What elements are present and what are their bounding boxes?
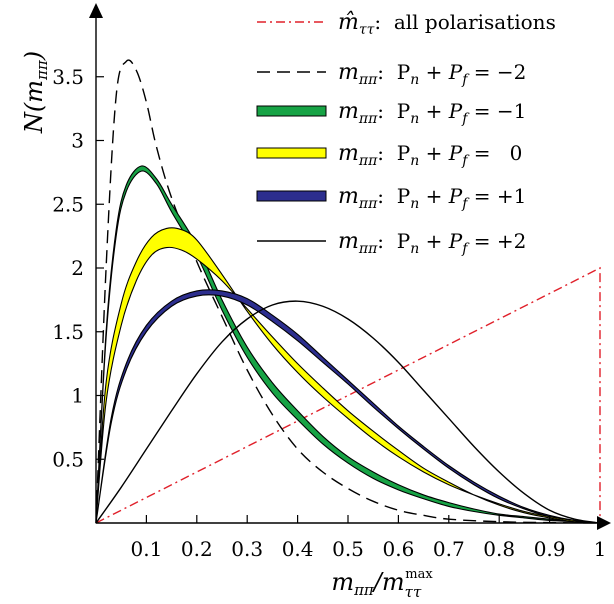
y-axis-arrow: [89, 3, 103, 18]
series-black-dashed: [95, 59, 601, 524]
legend-entry: mππ: Pn + Pf = 0: [256, 141, 522, 169]
y-tick-label: 0.5: [52, 447, 84, 471]
axes: 0.1 0.2 0.3 0.4 0.5 0.6 0.7 0.8 0.9 1 0.5 1 1.5 2 2.5 3…: [20, 3, 611, 601]
series-green-band: [95, 165, 601, 524]
y-tick-label: 2: [71, 256, 84, 280]
legend-entry: mππ: Pn + Pf = −1: [256, 99, 526, 127]
x-tick-label: 1: [594, 537, 607, 561]
x-tick-label: 0.4: [282, 537, 314, 561]
legend-swatch: [256, 190, 327, 202]
series-yellow-band: [95, 227, 601, 524]
legend-entry: mππ: Pn + Pf = +1: [256, 184, 526, 212]
x-tick-label: 0.1: [130, 537, 162, 561]
x-tick-label: 0.9: [534, 537, 566, 561]
plot-area: [95, 59, 601, 524]
legend-swatch: [256, 105, 327, 117]
y-axis-title: N(mππ): [20, 51, 51, 134]
series-black-solid: [95, 300, 601, 524]
legend-label: mππ: Pn + Pf = −1: [338, 99, 526, 127]
x-tick-label: 0.8: [483, 537, 515, 561]
legend: m̂ττ: all polarisations mππ: Pn + Pf = −2…: [256, 10, 556, 257]
legend-label: mππ: Pn + Pf = 0: [338, 141, 522, 169]
legend-label: mππ: Pn + Pf = +1: [338, 184, 526, 212]
y-tick-label: 2.5: [52, 192, 84, 216]
x-axis-title: mππ/mττmax: [331, 567, 433, 601]
legend-entry: m̂ττ: all polarisations: [257, 10, 556, 38]
x-tick-label: 0.2: [181, 537, 213, 561]
y-tick-label: 1.5: [52, 320, 84, 344]
x-tick-label: 0.3: [231, 537, 263, 561]
legend-label: mππ: Pn + Pf = +2: [338, 229, 526, 257]
x-tick-label: 0.5: [332, 537, 364, 561]
x-axis-arrow: [597, 516, 611, 530]
x-tick-label: 0.7: [433, 537, 465, 561]
x-tick-label: 0.6: [382, 537, 414, 561]
legend-label: m̂ττ: all polarisations: [338, 10, 556, 38]
series-red-dashdot: [95, 266, 601, 524]
legend-swatch: [256, 147, 327, 159]
legend-label: mππ: Pn + Pf = −2: [338, 60, 526, 88]
legend-entry: mππ: Pn + Pf = +2: [257, 229, 526, 257]
legend-entry: mππ: Pn + Pf = −2: [257, 60, 526, 88]
series-blue-band: [95, 289, 601, 524]
y-tick-label: 3: [71, 129, 84, 153]
y-tick-label: 3.5: [52, 65, 84, 89]
y-tick-label: 1: [71, 384, 84, 408]
